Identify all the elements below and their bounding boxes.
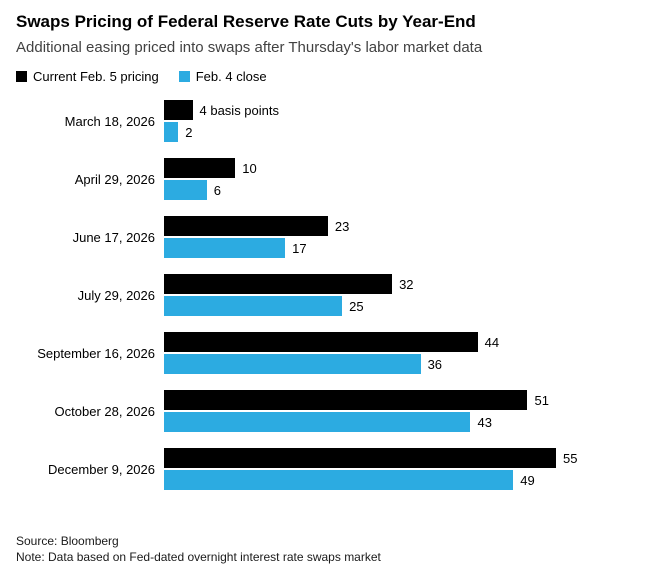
- note-text: Note: Data based on Fed-dated overnight …: [16, 549, 381, 564]
- footer: Source: Bloomberg Note: Data based on Fe…: [16, 533, 381, 565]
- legend-label: Current Feb. 5 pricing: [33, 69, 159, 84]
- chart-row: October 28, 2026 51 43: [16, 390, 656, 432]
- category-label: July 29, 2026: [77, 287, 155, 303]
- bar-current: [164, 216, 328, 236]
- bar-group: 23 17: [164, 216, 656, 258]
- value-label: 49: [520, 472, 535, 488]
- bar-close: [164, 470, 514, 490]
- chart-row: March 18, 2026 4 basis points 2: [16, 100, 656, 142]
- bar-close: [164, 296, 343, 316]
- value-label: 44: [484, 334, 500, 350]
- value-label: 51: [534, 392, 549, 408]
- value-label: 2: [185, 124, 193, 140]
- value-label: 36: [427, 356, 443, 372]
- category-label: December 9, 2026: [48, 461, 155, 477]
- legend-swatch: [16, 71, 27, 82]
- bar-line: 55: [164, 448, 656, 468]
- bar-current: [164, 448, 556, 468]
- value-label: 17: [292, 240, 307, 256]
- bar-close: [164, 412, 471, 432]
- bar-current: [164, 332, 478, 352]
- bar-line: 43: [164, 412, 656, 432]
- bar-line: 44: [164, 332, 656, 352]
- bar-line: 4 basis points: [164, 100, 656, 120]
- category-label: October 28, 2026: [54, 403, 155, 419]
- category-label: September 16, 2026: [37, 345, 155, 361]
- bar-line: 6: [164, 180, 656, 200]
- chart-row: June 17, 2026 23 17: [16, 216, 656, 258]
- value-label: 4 basis points: [199, 102, 280, 118]
- value-label: 43: [477, 414, 492, 430]
- chart-row: December 9, 2026 55 49: [16, 448, 656, 490]
- value-label: 6: [213, 182, 221, 198]
- bar-line: 10: [164, 158, 656, 178]
- bar-close: [164, 122, 179, 142]
- bar-group: 4 basis points 2: [164, 100, 656, 142]
- bar-close: [164, 354, 421, 374]
- chart-row: September 16, 2026 44 36: [16, 332, 656, 374]
- page-title: Swaps Pricing of Federal Reserve Rate Cu…: [16, 12, 476, 31]
- source-text: Source: Bloomberg: [16, 533, 119, 548]
- bar-close: [164, 180, 207, 200]
- value-label: 25: [349, 298, 364, 314]
- page-subtitle: Additional easing priced into swaps afte…: [16, 39, 483, 56]
- category-label: April 29, 2026: [74, 171, 155, 187]
- value-label: 32: [399, 276, 414, 292]
- category-label: June 17, 2026: [72, 229, 155, 245]
- bar-line: 36: [164, 354, 656, 374]
- bar-line: 51: [164, 390, 656, 410]
- bar-current: [164, 100, 193, 120]
- bar-line: 32: [164, 274, 656, 294]
- bar-line: 17: [164, 238, 656, 258]
- bar-close: [164, 238, 286, 258]
- value-label: 23: [334, 218, 350, 234]
- legend-item: Current Feb. 5 pricing: [16, 69, 159, 84]
- legend-swatch: [178, 71, 190, 82]
- bar-line: 23: [164, 216, 656, 236]
- chart-row: July 29, 2026 32 25: [16, 274, 656, 316]
- category-label: March 18, 2026: [64, 113, 155, 129]
- bar-current: [164, 274, 393, 294]
- bar-line: 49: [164, 470, 656, 490]
- bar-group: 32 25: [164, 274, 656, 316]
- value-label: 10: [242, 160, 257, 176]
- legend-label: Feb. 4 close: [195, 69, 267, 84]
- bar-group: 55 49: [164, 448, 656, 490]
- bar-chart: March 18, 2026 4 basis points 2 April 29, 2…: [16, 100, 656, 490]
- value-label: 55: [563, 450, 578, 466]
- legend: Current Feb. 5 pricing Feb. 4 close: [16, 69, 656, 84]
- bar-group: 51 43: [164, 390, 656, 432]
- legend-item: Feb. 4 close: [178, 69, 267, 84]
- bar-line: 25: [164, 296, 656, 316]
- bar-group: 44 36: [164, 332, 656, 374]
- bar-line: 2: [164, 122, 656, 142]
- bar-current: [164, 390, 528, 410]
- bar-current: [164, 158, 236, 178]
- chart-row: April 29, 2026 10 6: [16, 158, 656, 200]
- bar-group: 10 6: [164, 158, 656, 200]
